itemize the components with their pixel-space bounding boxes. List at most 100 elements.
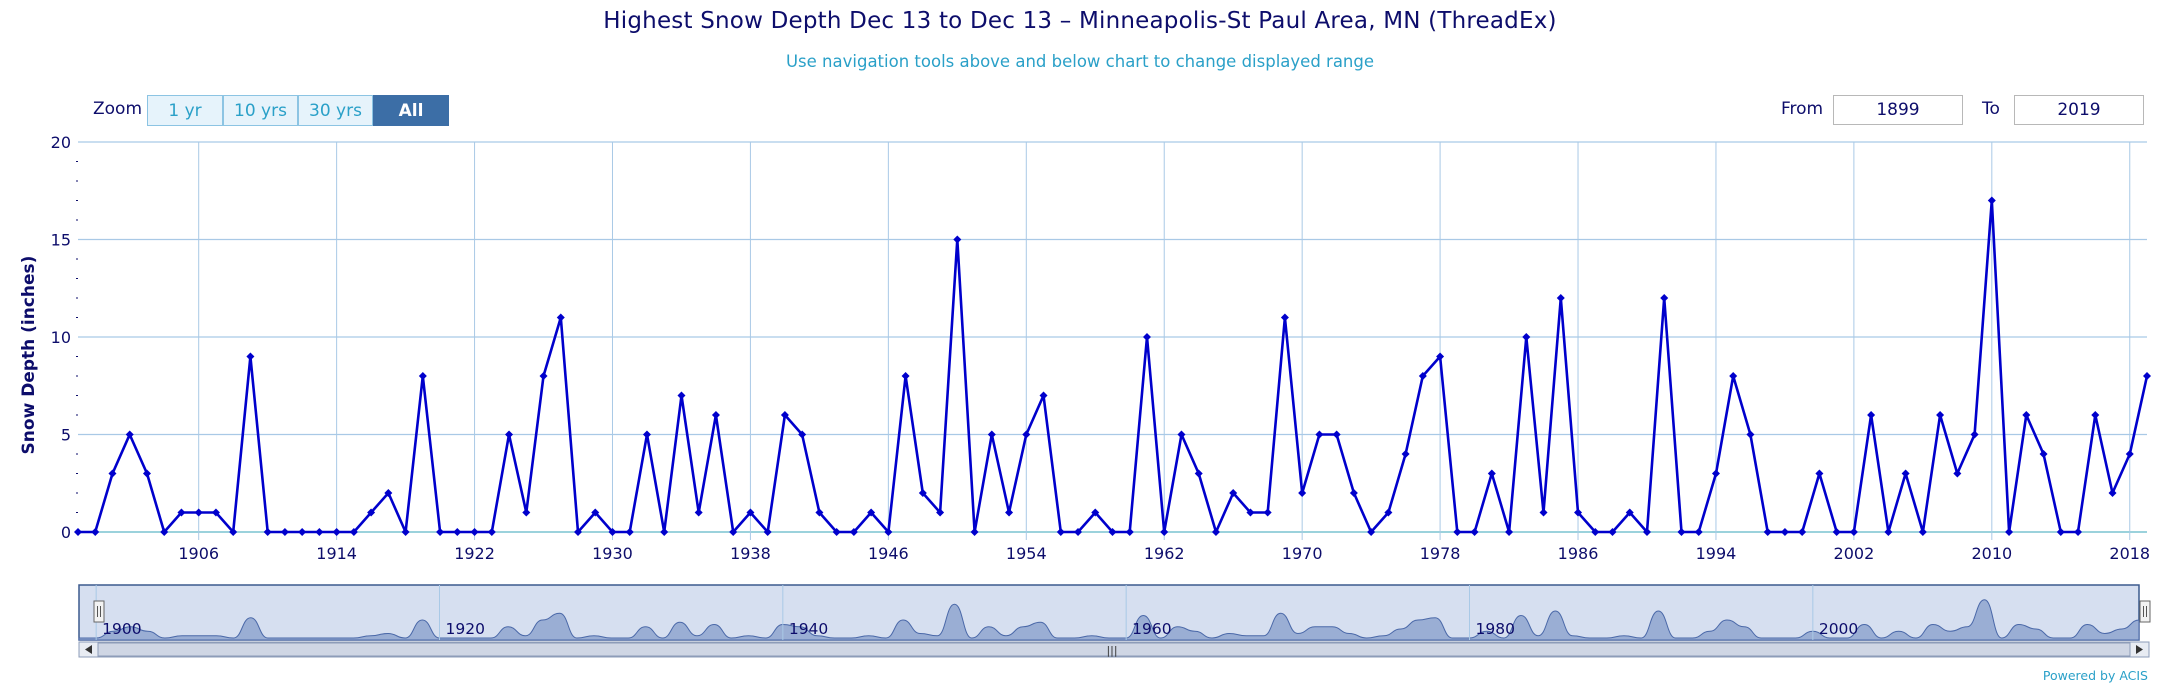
scrollbar[interactable]: ||| (78, 641, 2150, 658)
data-point (2056, 528, 2065, 536)
data-point (1505, 528, 1514, 536)
data-point (1660, 294, 1669, 302)
data-point (1884, 528, 1893, 536)
series-line (78, 199, 2149, 534)
data-point (2039, 450, 2048, 458)
data-point (918, 489, 927, 497)
navigator-handle[interactable] (93, 600, 105, 623)
data-point (367, 508, 376, 517)
data-point (1987, 196, 1996, 205)
from-date-input[interactable] (1833, 95, 1963, 125)
x-tick-label: 1994 (1696, 544, 1737, 563)
data-point (1694, 528, 1703, 536)
data-point (815, 508, 824, 517)
data-point (1263, 508, 1272, 517)
data-point (1211, 528, 1220, 536)
data-point (315, 528, 324, 536)
data-point (1539, 508, 1548, 517)
data-point (436, 528, 445, 536)
zoom-all-button[interactable]: All (373, 95, 449, 126)
x-tick-label: 1954 (1006, 544, 1047, 563)
zoom-1yr-button[interactable]: 1 yr (147, 95, 223, 126)
navigator-handle[interactable] (2139, 600, 2151, 623)
grid (76, 141, 2147, 540)
data-point (246, 352, 255, 361)
chart-title: Highest Snow Depth Dec 13 to Dec 13 – Mi… (603, 8, 1557, 34)
data-point (798, 430, 807, 439)
x-tick-label: 1986 (1558, 544, 1599, 563)
navigator-tick-label: 1980 (1476, 620, 1515, 638)
data-point (211, 508, 220, 517)
data-point (418, 372, 427, 380)
zoom-30yrs-button[interactable]: 30 yrs (298, 95, 373, 126)
data-point (642, 430, 651, 439)
navigator-tick-label: 1900 (102, 620, 141, 638)
zoom-10yrs-button[interactable]: 10 yrs (223, 95, 298, 126)
data-point (298, 528, 307, 536)
data-point (556, 313, 565, 322)
data-point (332, 528, 341, 536)
data-point (1298, 489, 1307, 497)
scroll-left-arrow-icon (85, 645, 92, 654)
data-point (1522, 333, 1531, 341)
to-date-input[interactable] (2014, 95, 2144, 125)
data-point (901, 372, 910, 380)
data-point (763, 528, 772, 536)
data-point (591, 508, 600, 517)
data-point (1677, 528, 1686, 536)
x-tick-label: 1938 (730, 544, 771, 563)
handle-body (93, 600, 105, 623)
x-tick-label: 1946 (868, 544, 909, 563)
chart-subtitle: Use navigation tools above and below cha… (785, 52, 1375, 71)
data-point (1401, 450, 1410, 458)
data-point (1177, 430, 1186, 439)
data-point (522, 508, 531, 517)
data-point (1056, 528, 1065, 536)
data-point (1815, 469, 1824, 478)
data-point (74, 528, 82, 536)
data-point (1936, 411, 1945, 419)
data-point (1332, 430, 1341, 439)
handle-body (2139, 600, 2151, 623)
data-point (970, 528, 979, 536)
powered-by-link[interactable]: Powered by ACIS (2042, 668, 2148, 683)
navigator-tick-label: 2000 (1819, 620, 1858, 638)
data-point (1160, 528, 1169, 536)
data-point (1142, 333, 1151, 341)
data-point (2108, 489, 2117, 497)
data-point (1280, 313, 1289, 322)
data-point (1074, 528, 1083, 536)
data-point (539, 372, 548, 380)
data-point (2074, 528, 2083, 536)
data-point (1349, 489, 1358, 497)
data-point (849, 528, 858, 536)
data-point (1108, 528, 1117, 536)
data-point (2125, 450, 2134, 458)
data-point (1832, 528, 1841, 536)
data-point (1798, 528, 1807, 536)
data-point (1367, 528, 1376, 536)
data-point (832, 528, 841, 536)
data-point (1591, 528, 1600, 536)
data-point (1436, 352, 1445, 361)
data-point (505, 430, 514, 439)
data-point (729, 528, 738, 536)
data-point (711, 411, 720, 419)
data-point (453, 528, 462, 536)
to-label: To (1982, 99, 2000, 119)
y-axis-label: Snow Depth (inches) (19, 256, 39, 455)
data-point (2143, 372, 2151, 380)
data-point (1574, 508, 1583, 517)
data-point (125, 430, 134, 439)
data-point (1022, 430, 1031, 439)
data-point (1953, 469, 1962, 478)
data-point (1194, 469, 1203, 478)
data-point (108, 469, 117, 478)
data-point (660, 528, 669, 536)
x-tick-label: 1978 (1420, 544, 1461, 563)
data-point (987, 430, 996, 439)
data-point (349, 528, 358, 536)
data-point (160, 528, 169, 536)
data-point (470, 528, 479, 536)
data-point (936, 508, 945, 517)
